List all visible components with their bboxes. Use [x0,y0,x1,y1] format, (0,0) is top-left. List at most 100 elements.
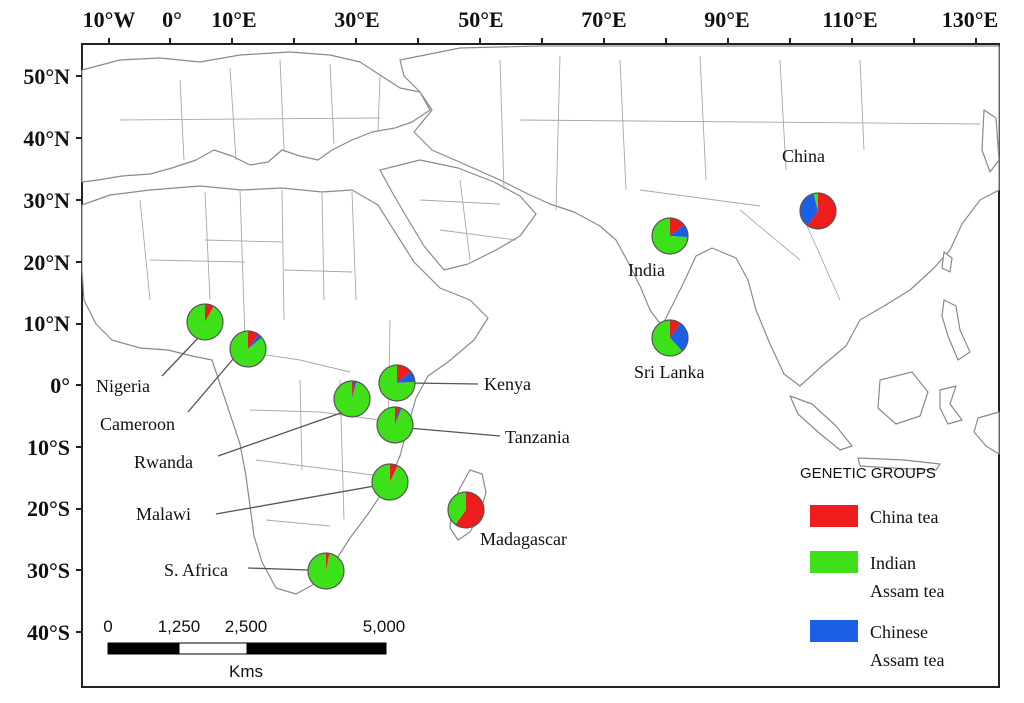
pie-slice-kenya-indian-assam [379,365,415,402]
scale-tick-label: 1,250 [158,617,201,636]
leader-line-rwanda [217,407,356,457]
pie-slice-rwanda-indian-assam [333,381,370,417]
landmass-sulawesi [939,385,963,425]
pie-slice-s-africa-china [326,553,330,571]
pie-slice-nigeria-china [205,304,214,322]
pie-slice-nigeria-indian-assam [186,304,224,341]
leader-line-malawi [215,483,387,515]
longitude-tick-label: 130°E [942,7,998,32]
legend-label-chinese-assam-tea-line1: Chinese [870,622,928,642]
scale-unit-label: Kms [229,662,263,681]
latitude-tick-label: 50°N [23,64,70,89]
pie-slice-kenya-chinese-assam [397,371,415,383]
landmass-japan [981,109,1000,173]
site-label-cameroon: Cameroon [100,414,175,434]
site-label-kenya: Kenya [484,374,531,394]
latitude-tick-label: 20°N [23,250,70,275]
pie-outline-china [799,192,837,230]
leader-line-s-africa [247,567,309,571]
pie-slice-tanzania-china [395,407,400,425]
leader-line-cameroon [187,357,235,413]
site-label-s-africa: S. Africa [164,560,228,580]
site-label-sri-lanka: Sri Lanka [634,362,704,382]
pie-india [651,217,689,255]
pie-madagascar [447,491,485,529]
site-label-tanzania: Tanzania [505,427,570,447]
latitude-tick-label: 30°N [23,188,70,213]
pie-slice-india-china [670,218,684,236]
legend-swatch-chinese-assam-tea [810,620,858,642]
longitude-tick-label: 10°E [211,7,256,32]
pie-slice-china-china [807,193,836,229]
longitude-tick-label: 90°E [704,7,749,32]
pie-tanzania [376,406,414,444]
pie-slice-rwanda-china [352,381,355,399]
basemap [76,38,1000,633]
pie-cameroon [229,330,267,368]
pie-outline-kenya [378,364,416,402]
scale-tick-label: 2,500 [225,617,268,636]
pie-china [799,192,837,230]
scale-segment [178,642,248,655]
landmass-java [857,457,941,471]
pie-slice-malawi-china [390,464,398,482]
site-label-india: India [628,260,665,280]
pie-outline-madagascar [447,491,485,529]
site-label-nigeria: Nigeria [96,376,150,396]
legend-label-indian-assam-tea-line1: Indian [870,553,916,573]
pie-slice-india-indian-assam [652,218,688,254]
landmass-arabia [379,159,537,271]
longitude-tick-label: 10°W [83,7,136,32]
pie-slice-china-indian-assam [813,193,818,211]
landmass-new-guinea [973,411,1000,455]
pie-s-africa [307,552,345,590]
longitude-tick-label: 30°E [334,7,379,32]
site-label-china: China [782,146,825,166]
pie-slice-kenya-china [397,365,411,383]
pie-slice-tanzania-indian-assam [377,407,413,443]
landmass-africa [81,185,489,595]
pie-outline-tanzania [376,406,414,444]
legend-label-indian-assam-tea-line2: Assam tea [870,581,944,601]
legend-swatch-china-tea [810,505,858,527]
leader-line-kenya [409,382,479,385]
pie-outline-nigeria [186,303,224,341]
scale-tick-label: 5,000 [363,617,406,636]
pie-markers [186,192,837,590]
pie-slice-madagascar-indian-assam [448,492,466,525]
site-label-rwanda: Rwanda [134,452,193,472]
pie-sri-lanka [651,319,689,357]
pie-outline-india [651,217,689,255]
latitude-tick-label: 10°S [27,435,70,460]
pie-malawi [371,463,409,501]
pie-nigeria [186,303,224,341]
latitude-tick-label: 20°S [27,496,70,521]
pie-slice-sri-lanka-indian-assam [652,320,683,356]
legend-label-chinese-assam-tea-line2: Assam tea [870,650,944,670]
pie-outline-malawi [371,463,409,501]
pie-slice-malawi-indian-assam [372,464,409,500]
latitude-axis: 50°N 40°N 30°N 20°N 10°N 0° 10°S 20°S 30… [23,64,70,645]
scale-tick-label: 0 [103,617,112,636]
site-labels: Nigeria Cameroon Kenya Rwanda Tanzania M… [96,146,825,580]
legend-label-china-tea: China tea [870,507,938,527]
landmass-borneo [877,371,929,425]
country-borders [119,55,981,527]
longitude-axis: 10°W 0° 10°E 30°E 50°E 70°E 90°E 110°E 1… [83,7,999,32]
pie-outline-s-africa [307,552,345,590]
pie-slice-rwanda-chinese-assam [352,381,357,399]
pie-outline-cameroon [229,330,267,368]
longitude-tick-label: 70°E [581,7,626,32]
legend-title: GENETIC GROUPS [800,465,936,482]
pie-slice-cameroon-chinese-assam [248,334,262,349]
pie-slice-cameroon-indian-assam [230,331,266,368]
graticule-ticks [76,38,977,633]
latitude-tick-label: 10°N [23,311,70,336]
site-label-malawi: Malawi [136,504,191,524]
scale-segment [107,642,180,655]
site-label-madagascar: Madagascar [480,529,567,549]
landmass-asia [399,45,1000,387]
pie-slice-tanzania-chinese-assam [395,407,402,425]
latitude-tick-label: 40°S [27,620,70,645]
